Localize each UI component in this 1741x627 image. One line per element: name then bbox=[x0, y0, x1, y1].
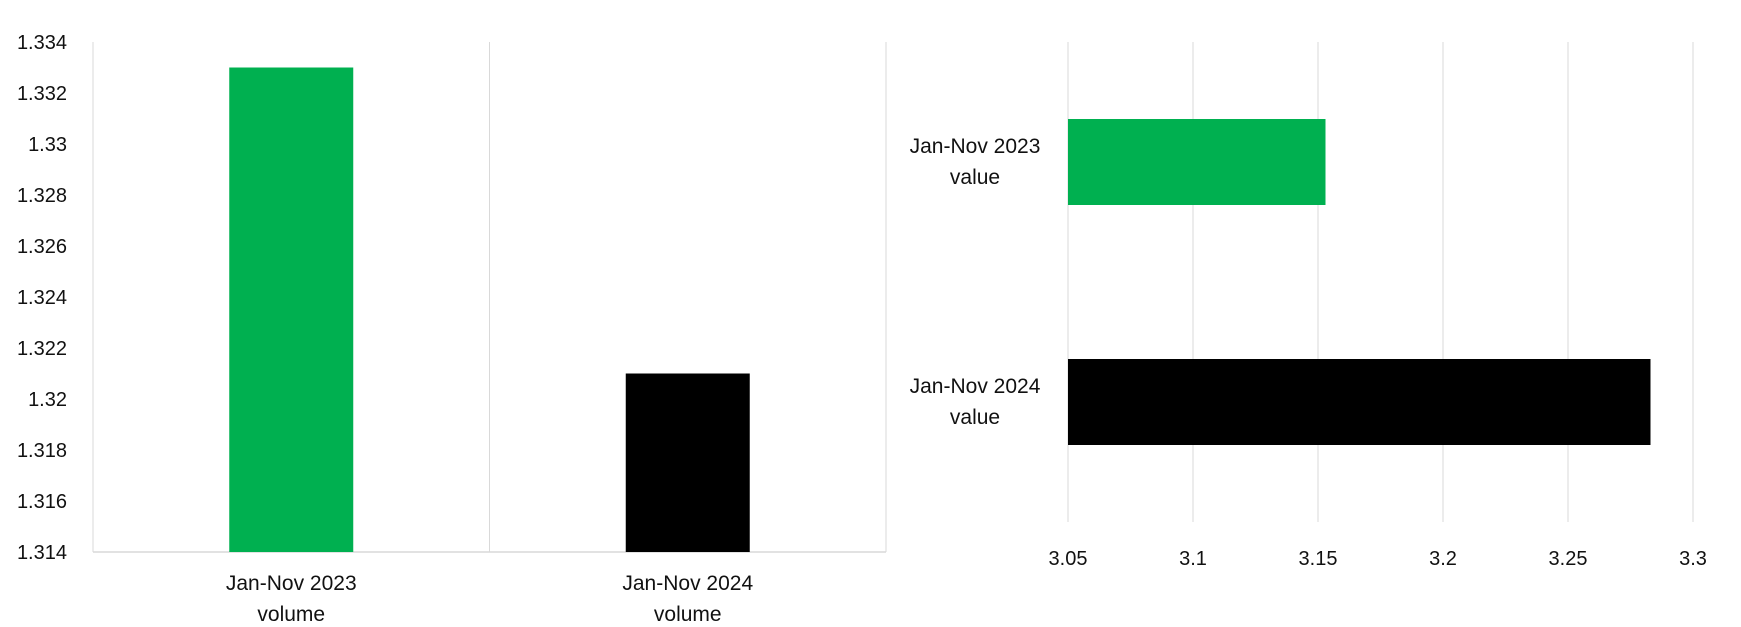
y-tick-label: 1.322 bbox=[17, 338, 67, 360]
y-tick-label: 1.332 bbox=[17, 83, 67, 105]
x-category-label-line: Jan-Nov 2023 bbox=[226, 572, 357, 595]
bar bbox=[625, 373, 750, 552]
y-category-label: Jan-Nov 2023 value bbox=[910, 135, 1041, 189]
y-tick-label: 1.324 bbox=[17, 287, 67, 309]
x-tick-label: 3.05 bbox=[1049, 548, 1088, 570]
y-tick-label: 1.314 bbox=[17, 542, 67, 564]
y-tick-label: 1.33 bbox=[28, 134, 67, 156]
x-tick-label: 3.2 bbox=[1429, 548, 1457, 570]
y-tick-label: 1.318 bbox=[17, 440, 67, 462]
x-category-label-line: Jan-Nov 2024 bbox=[622, 572, 753, 595]
y-tick-label: 1.32 bbox=[28, 389, 67, 411]
y-category-label: Jan-Nov 2024 value bbox=[910, 375, 1041, 429]
x-category-label-line: volume bbox=[654, 603, 722, 626]
x-category-label-line: volume bbox=[257, 603, 325, 626]
x-category-label: Jan-Nov 2023 volume bbox=[226, 572, 357, 626]
bar bbox=[1068, 359, 1651, 445]
x-tick-label: 3.3 bbox=[1679, 548, 1707, 570]
y-tick-label: 1.328 bbox=[17, 185, 67, 207]
y-category-label-line: value bbox=[950, 166, 1000, 189]
y-category-label-line: value bbox=[950, 406, 1000, 429]
y-tick-label: 1.326 bbox=[17, 236, 67, 258]
x-tick-label: 3.1 bbox=[1179, 548, 1207, 570]
y-tick-label: 1.334 bbox=[17, 32, 67, 54]
y-category-label-line: Jan-Nov 2023 bbox=[910, 135, 1041, 158]
volume-bar-chart: 1.314 1.316 1.318 1.32 1.322 1.324 1.326 1.328 1… bbox=[17, 32, 887, 626]
y-tick-label: 1.316 bbox=[17, 491, 67, 513]
bar bbox=[229, 67, 354, 552]
x-category-label: Jan-Nov 2024 volume bbox=[622, 572, 753, 626]
bar bbox=[1068, 119, 1326, 205]
y-category-label-line: Jan-Nov 2024 bbox=[910, 375, 1041, 398]
x-tick-label: 3.25 bbox=[1549, 548, 1588, 570]
x-tick-label: 3.15 bbox=[1299, 548, 1338, 570]
